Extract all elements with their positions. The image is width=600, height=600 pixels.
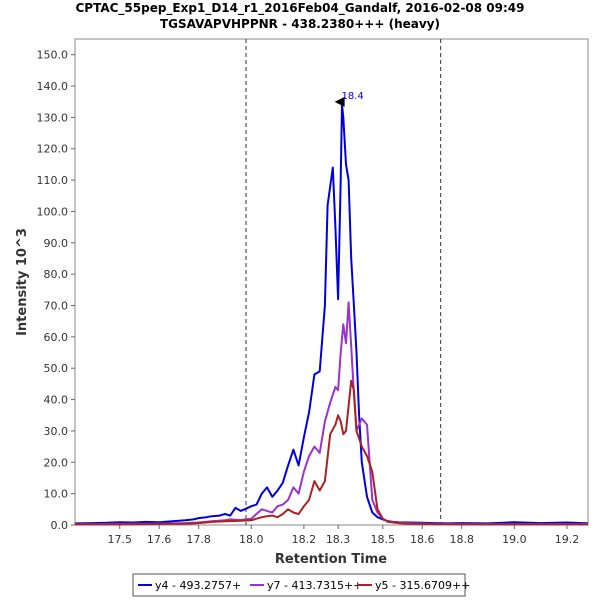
y-tick-label: 0.0 [51,519,69,532]
legend-label: y7 - 413.7315++ [267,579,362,592]
x-tick-label: 19.2 [555,533,580,546]
x-tick-label: 17.5 [107,533,132,546]
x-tick-label: 17.6 [147,533,172,546]
y-axis-label: Intensity 10^3 [15,228,30,336]
y-tick-label: 10.0 [44,488,69,501]
x-tick-label: 18.3 [326,533,351,546]
x-axis: 17.5 17.6 17.8 18.0 18.2 18.3 18.5 18.6 18.8 19.0… [107,525,579,546]
y-tick-label: 50.0 [44,362,69,375]
y-tick-label: 100.0 [37,205,69,218]
x-tick-label: 18.8 [449,533,474,546]
y-tick-label: 40.0 [44,394,69,407]
x-tick-label: 19.0 [502,533,527,546]
peak-label: 18.4 [341,91,363,102]
legend-label: y5 - 315.6709++ [375,579,470,592]
x-tick-label: 18.6 [410,533,435,546]
peak-annotation: 18.4 [334,91,364,107]
y-axis: 0.0 10.0 20.0 30.0 40.0 50.0 60.0 70.0 80.0 90.0 1… [37,49,75,532]
y-tick-label: 150.0 [37,49,69,62]
y-tick-label: 70.0 [44,300,69,313]
y-tick-label: 130.0 [37,111,69,124]
y-tick-label: 120.0 [37,143,69,156]
chart-title: CPTAC_55pep_Exp1_D14_r1_2016Feb04_Gandal… [75,1,524,16]
x-tick-label: 18.0 [239,533,264,546]
x-axis-label: Retention Time [275,552,387,567]
y-tick-label: 140.0 [37,80,69,93]
series-line [75,379,588,526]
series-lines [74,103,589,526]
plot-area [74,38,589,526]
y-tick-label: 90.0 [44,237,69,250]
legend: y4 - 493.2757+ y7 - 413.7315++ y5 - 315.67… [132,573,470,597]
y-tick-label: 80.0 [44,268,69,281]
y-tick-label: 60.0 [44,331,69,344]
y-tick-label: 20.0 [44,456,69,469]
legend-box [132,573,466,597]
chart-subtitle: TGSAVAPVHPPNR - 438.2380+++ (heavy) [160,17,440,31]
y-tick-label: 30.0 [44,425,69,438]
x-tick-label: 18.2 [292,533,317,546]
peak-marker-arrow [334,96,345,107]
y-tick-label: 110.0 [37,174,69,187]
x-tick-label: 18.5 [371,533,396,546]
legend-label: y4 - 493.2757+ [155,579,241,592]
x-tick-label: 17.8 [186,533,211,546]
